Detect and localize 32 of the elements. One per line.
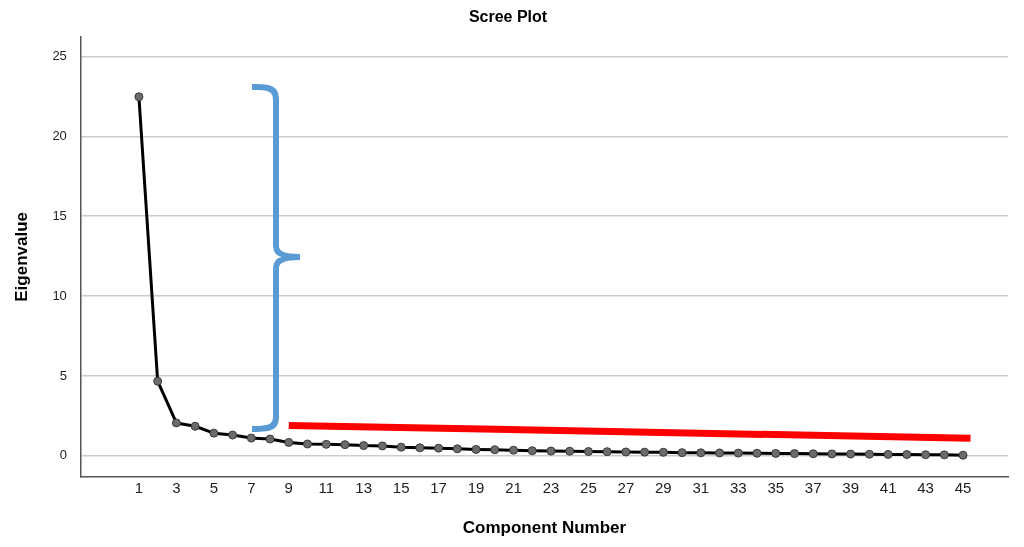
chart-title: Scree Plot [468,8,548,26]
x-tick-label: 45 [954,478,972,496]
x-tick-label: 13 [355,478,373,496]
x-tick-label: 39 [842,478,860,496]
x-tick-label: 9 [284,478,293,496]
y-axis-title: Eigenvalue [11,212,31,302]
x-tick-label: 43 [917,478,934,496]
x-tick-label: 1 [134,478,144,496]
x-tick-label: 27 [617,478,635,496]
x-tick-label: 11 [318,478,335,496]
x-tick-label: 37 [804,478,822,496]
x-tick-label: 23 [542,478,560,496]
y-tick-label: 20 [52,127,67,143]
x-tick-label: 17 [430,478,447,496]
x-tick-label: 41 [879,478,897,496]
x-tick-label: 7 [247,478,256,496]
x-tick-label: 29 [655,478,672,496]
x-tick-label: 21 [505,478,522,496]
y-tick-label: 5 [59,367,67,383]
y-tick-label: 10 [52,287,67,303]
x-tick-label: 25 [580,478,597,496]
x-tick-label: 33 [729,478,747,496]
x-tick-label: 15 [392,478,410,496]
x-tick-label: 31 [692,478,710,496]
x-axis-title: Component Number [462,518,627,538]
x-tick-label: 19 [467,478,485,496]
y-tick-label: 0 [59,447,67,463]
y-tick-label: 25 [52,47,67,63]
x-tick-label: 5 [209,478,219,496]
y-tick-label: 15 [52,207,67,223]
x-tick-label: 3 [172,478,181,496]
x-tick-label: 35 [767,478,785,496]
